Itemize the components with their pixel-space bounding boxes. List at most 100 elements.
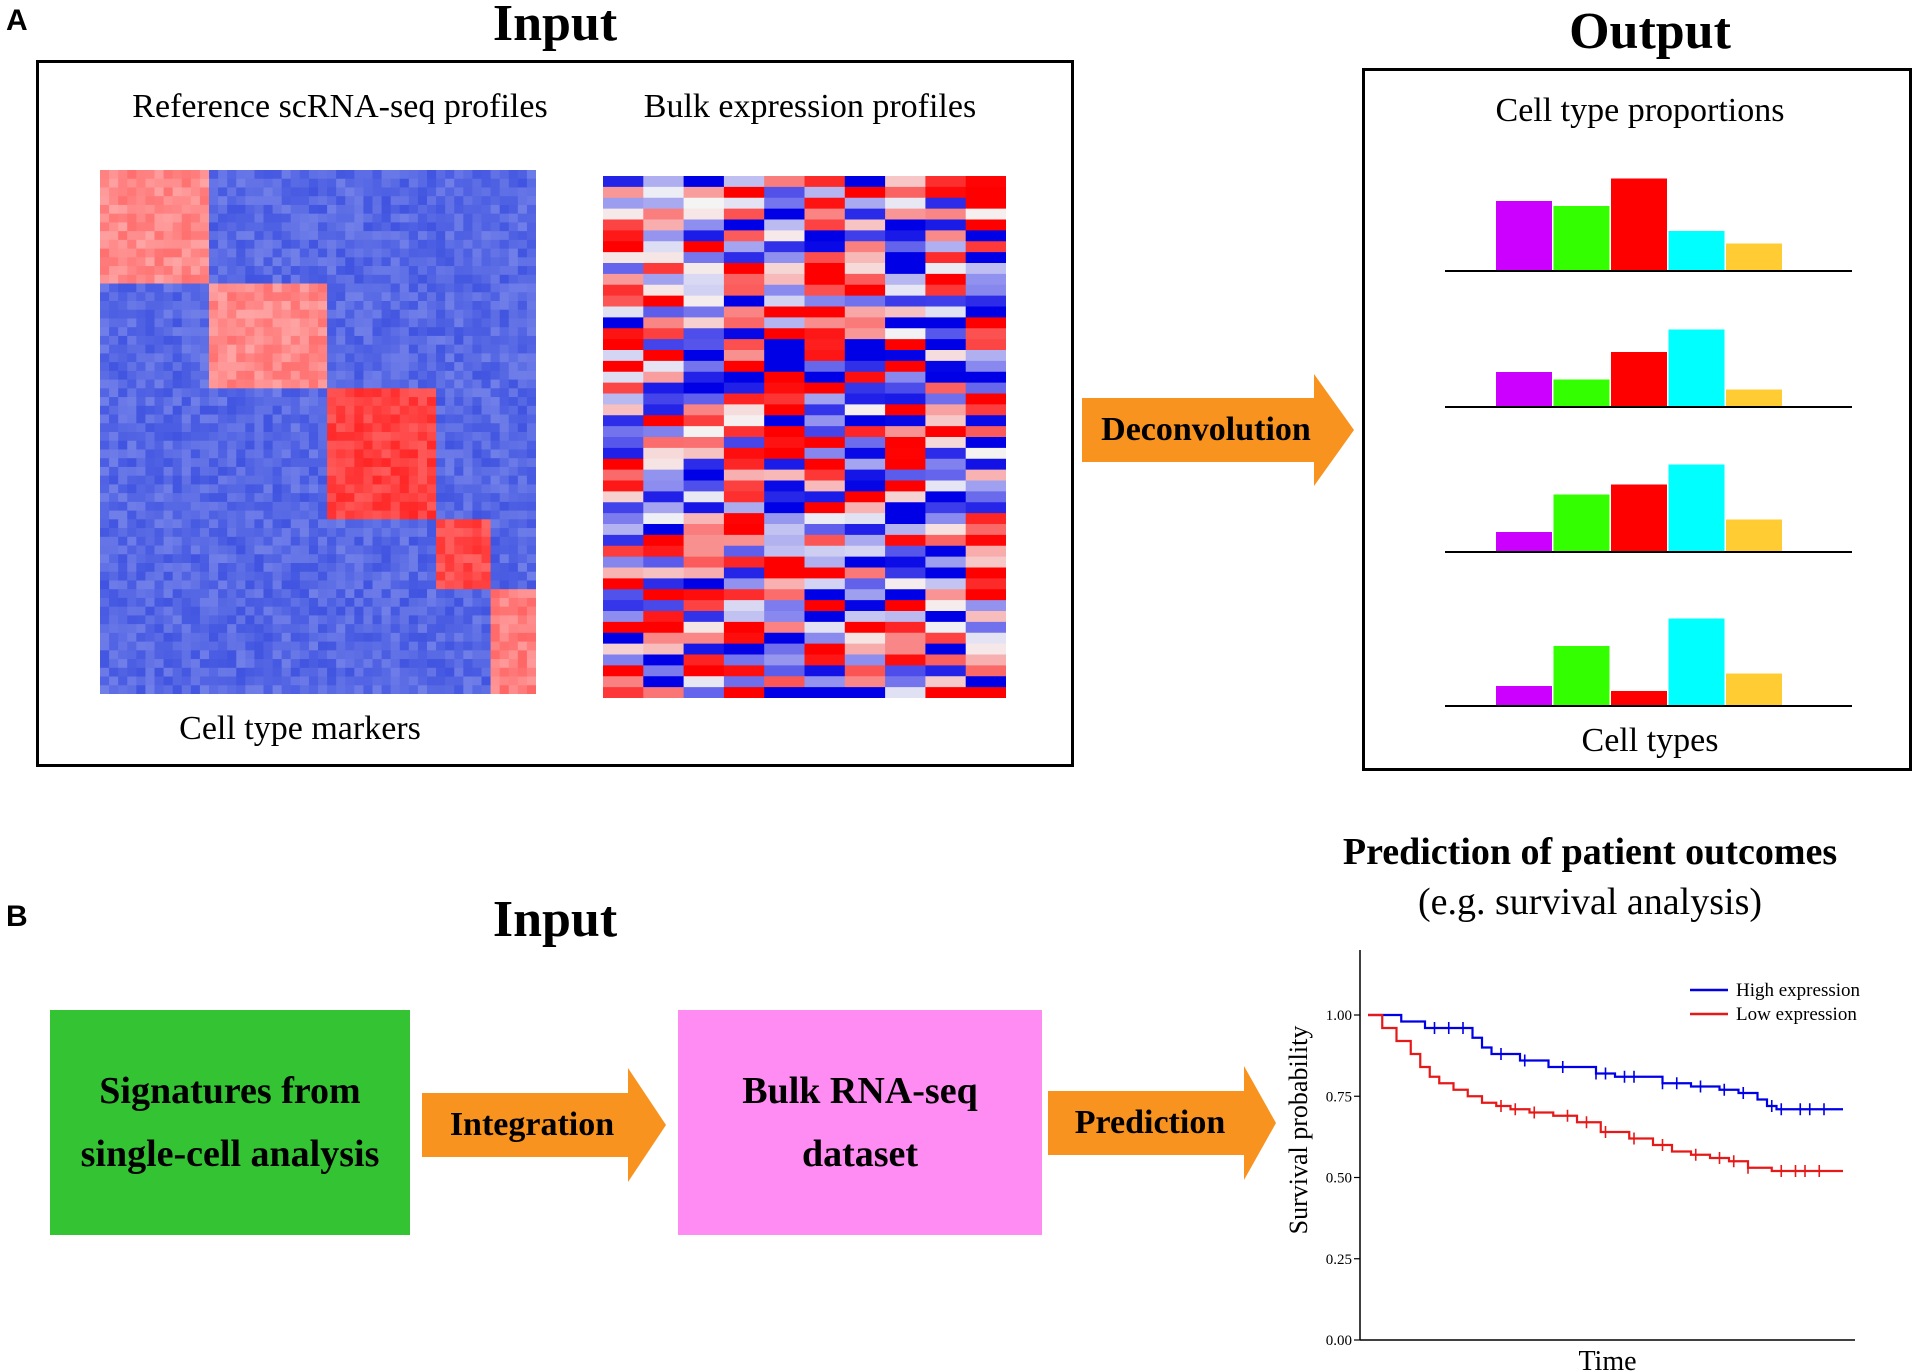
reference-heatmap-cell [454, 266, 464, 276]
reference-heatmap-cell [427, 213, 437, 223]
reference-heatmap-cell [308, 292, 319, 302]
reference-heatmap-cell [118, 554, 128, 564]
reference-heatmap-cell [327, 231, 337, 241]
reference-heatmap-cell [218, 624, 228, 634]
reference-heatmap-cell [209, 624, 219, 634]
reference-heatmap-cell [181, 257, 192, 267]
reference-heatmap-cell [454, 327, 464, 337]
reference-heatmap-cell [499, 327, 510, 337]
reference-heatmap-cell [327, 397, 337, 407]
reference-heatmap-cell [245, 222, 256, 232]
reference-heatmap-cell [490, 213, 501, 223]
reference-heatmap-cell [263, 248, 274, 258]
reference-heatmap-cell [381, 423, 392, 433]
reference-heatmap-cell [127, 283, 137, 293]
reference-heatmap-cell [390, 318, 401, 328]
integration-arrow-shape [422, 1068, 666, 1182]
reference-heatmap-cell [218, 676, 228, 686]
reference-heatmap-cell [154, 414, 165, 424]
reference-heatmap-cell [136, 309, 147, 320]
reference-heatmap-cell [436, 440, 446, 451]
reference-heatmap-cell [172, 353, 183, 363]
reference-heatmap-cell [181, 344, 192, 354]
reference-heatmap-cell [427, 370, 437, 381]
reference-heatmap-cell [100, 178, 110, 189]
reference-heatmap-cell [499, 301, 510, 311]
reference-heatmap-cell [408, 248, 419, 258]
reference-heatmap-cell [336, 379, 346, 389]
reference-heatmap-cell [463, 563, 474, 573]
reference-heatmap-cell [299, 571, 310, 582]
reference-heatmap-cell [372, 187, 383, 197]
reference-heatmap-cell [390, 676, 401, 686]
reference-heatmap-cell [254, 222, 265, 232]
reference-heatmap-cell [472, 344, 483, 354]
reference-heatmap-cell [145, 545, 156, 555]
reference-heatmap-cell [163, 475, 174, 485]
reference-heatmap-cell [454, 292, 464, 302]
reference-heatmap-cell [308, 231, 319, 241]
reference-heatmap-cell [327, 213, 337, 223]
reference-heatmap-cell [145, 484, 156, 494]
reference-heatmap-cell [372, 222, 383, 232]
reference-heatmap-cell [390, 170, 401, 180]
reference-heatmap-cell [390, 222, 401, 232]
reference-heatmap-cell [417, 615, 428, 625]
reference-heatmap-cell [436, 650, 446, 660]
reference-heatmap-cell [517, 222, 528, 232]
reference-heatmap-cell [281, 327, 292, 337]
reference-heatmap-cell [218, 432, 228, 442]
bulk-heatmap-cell [723, 219, 765, 231]
reference-heatmap-cell [517, 327, 528, 337]
reference-heatmap-cell [463, 650, 474, 660]
reference-heatmap-cell [263, 222, 274, 232]
reference-heatmap-cell [417, 667, 428, 678]
reference-heatmap-cell [190, 676, 201, 686]
reference-heatmap-cell [481, 458, 492, 468]
reference-heatmap-cell [508, 580, 519, 590]
reference-heatmap-cell [245, 659, 256, 669]
reference-heatmap-cell [481, 432, 492, 442]
reference-heatmap-cell [390, 309, 401, 320]
reference-heatmap-cell [363, 170, 374, 180]
reference-heatmap-cell [327, 458, 337, 468]
reference-heatmap-cell [517, 178, 528, 189]
reference-heatmap-cell [245, 309, 256, 320]
reference-heatmap-cell [363, 650, 374, 660]
reference-heatmap-cell [454, 606, 464, 616]
bulk-heatmap-cell [925, 382, 967, 395]
reference-heatmap-cell [136, 405, 147, 416]
reference-heatmap-cell [417, 484, 428, 494]
reference-heatmap-cell [163, 624, 174, 634]
reference-heatmap-cell [118, 274, 128, 285]
reference-heatmap-cell [427, 659, 437, 669]
reference-heatmap-cell [154, 667, 165, 678]
reference-heatmap-cell [445, 650, 455, 660]
reference-heatmap-cell [227, 379, 237, 389]
bulk-heatmap-cell [885, 360, 926, 373]
proportion-bar [1726, 673, 1782, 706]
reference-heatmap-cell [145, 266, 156, 276]
reference-heatmap-cell [263, 589, 274, 599]
reference-heatmap-cell [526, 466, 536, 477]
reference-heatmap-cell [399, 606, 410, 616]
reference-heatmap-cell [481, 423, 492, 433]
reference-heatmap-cell [372, 213, 383, 223]
reference-heatmap-cell [190, 239, 201, 250]
bulk-heatmap-cell [723, 643, 765, 656]
reference-heatmap-cell [136, 449, 147, 459]
reference-heatmap-cell [463, 624, 474, 634]
reference-heatmap-cell [417, 423, 428, 433]
reference-heatmap-cell [381, 222, 392, 232]
reference-heatmap-cell [100, 501, 110, 512]
reference-heatmap-cell [127, 388, 137, 398]
reference-heatmap-cell [272, 379, 283, 389]
reference-heatmap-cell [281, 624, 292, 634]
reference-heatmap-cell [272, 554, 283, 564]
reference-heatmap-cell [463, 536, 474, 547]
reference-heatmap-cell [127, 423, 137, 433]
reference-heatmap-cell [408, 283, 419, 293]
reference-heatmap-cell [363, 301, 374, 311]
reference-heatmap-cell [209, 344, 219, 354]
reference-heatmap-cell [227, 266, 237, 276]
